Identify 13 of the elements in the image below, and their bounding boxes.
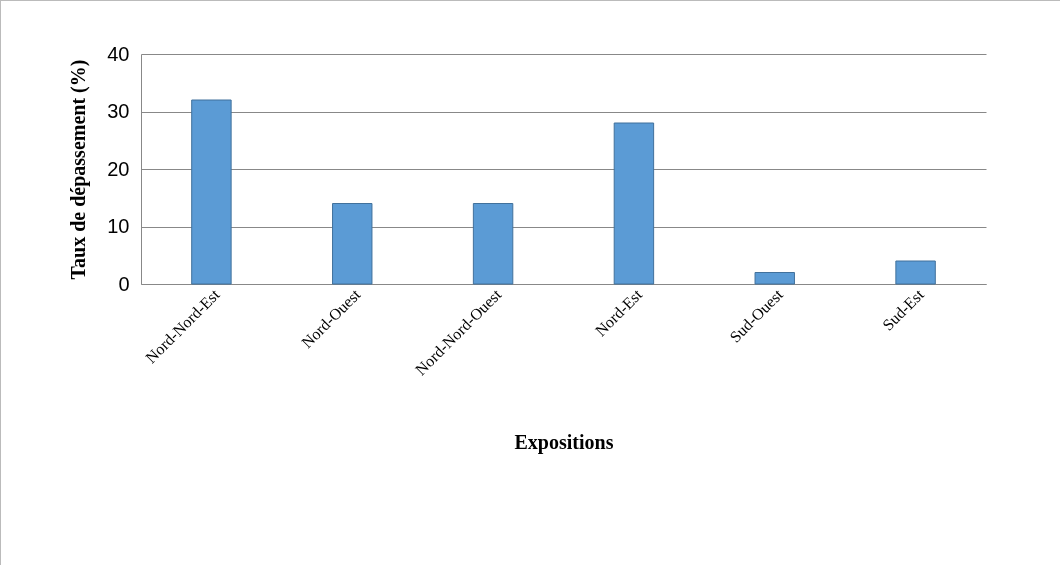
bar xyxy=(613,122,655,285)
y-tick-label: 20 xyxy=(107,157,130,180)
y-tick-label: 10 xyxy=(107,215,130,237)
y-tick-label: 30 xyxy=(107,100,130,122)
y-tick-label: 0 xyxy=(118,272,130,295)
bar xyxy=(332,203,373,285)
bar xyxy=(895,260,936,285)
y-axis-title: Taux de dépassement (%) xyxy=(67,59,91,280)
bar xyxy=(472,203,514,285)
bar xyxy=(754,272,795,285)
bar xyxy=(191,99,232,285)
y-tick-label: 40 xyxy=(107,42,130,65)
x-axis-title: Expositions xyxy=(514,431,614,455)
